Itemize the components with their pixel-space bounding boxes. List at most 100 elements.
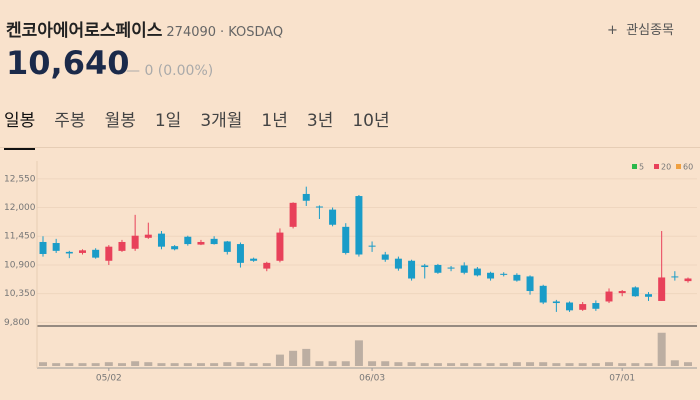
candle-body xyxy=(39,241,47,254)
tab[interactable]: 1일 xyxy=(154,111,182,131)
volume-bar xyxy=(65,363,74,366)
candle-body xyxy=(460,265,468,273)
tab[interactable]: 3년 xyxy=(306,111,334,131)
y-tick-label: 12,000 xyxy=(4,203,36,213)
y-tick-label: 10,900 xyxy=(4,260,36,270)
x-tick-label: 06/03 xyxy=(359,374,385,384)
volume-bar xyxy=(39,362,47,366)
x-tick-label: 05/02 xyxy=(96,374,122,384)
candle-body xyxy=(381,254,389,260)
price-change: — 0 (0.00%) xyxy=(126,63,214,79)
candle-body xyxy=(52,243,60,251)
volume-bar xyxy=(618,363,627,366)
volume-bar xyxy=(486,363,495,366)
legend-label: 5 xyxy=(639,163,644,172)
candle-body xyxy=(526,276,534,292)
volume-bar xyxy=(354,340,363,366)
candle-body xyxy=(421,265,429,268)
tab[interactable]: 3개월 xyxy=(200,111,243,131)
candle-body xyxy=(276,232,284,261)
candle-body xyxy=(605,291,613,302)
volume-bar xyxy=(552,363,561,366)
candle-body xyxy=(197,241,205,245)
volume-bar xyxy=(170,363,179,366)
volume-bar xyxy=(644,363,653,366)
volume-bar xyxy=(512,362,521,366)
watch-button[interactable]: + 관심종목 xyxy=(606,23,674,38)
y-tick-label: 11,450 xyxy=(4,232,36,242)
candle-body xyxy=(355,196,363,255)
volume-bar xyxy=(605,362,614,366)
tab[interactable]: 1년 xyxy=(261,111,288,131)
volume-bar xyxy=(315,361,324,366)
tab[interactable]: 일봉 xyxy=(4,106,36,150)
candle-body xyxy=(289,202,297,227)
volume-bar xyxy=(249,363,258,366)
volume-bar xyxy=(78,363,87,366)
tab[interactable]: 월봉 xyxy=(104,111,136,131)
tab[interactable]: 주봉 xyxy=(54,111,86,131)
candle-body xyxy=(92,249,100,258)
candle-body xyxy=(631,287,639,297)
volume-bar xyxy=(210,363,219,366)
candle-body xyxy=(65,251,73,254)
candle-body xyxy=(473,268,481,276)
candle-body xyxy=(684,278,692,282)
candle-body xyxy=(658,277,666,301)
candle-body xyxy=(552,301,560,304)
candle-body xyxy=(78,250,86,253)
volume-bar xyxy=(591,363,600,366)
candle-body xyxy=(487,272,495,279)
volume-bar xyxy=(631,363,640,366)
volume-bar xyxy=(144,362,153,366)
candle-body xyxy=(131,235,139,249)
candle-body xyxy=(118,241,126,251)
legend-swatch xyxy=(676,164,681,169)
candle-body xyxy=(144,234,152,238)
y-tick-label: 9,800 xyxy=(4,318,30,328)
header: 켄코아에어로스페이스 274090 · KOSDAQ xyxy=(6,16,283,41)
tabs: 일봉 주봉 월봉 1일 3개월 1년 3년 10년 xyxy=(4,106,390,150)
legend-swatch xyxy=(632,164,637,169)
volume-bar xyxy=(433,363,442,366)
legend-label: 20 xyxy=(661,163,671,172)
candle-body xyxy=(500,273,508,275)
market: KOSDAQ xyxy=(228,25,284,40)
change-text: 0 (0.00%) xyxy=(144,63,214,79)
volume-bar xyxy=(684,362,692,366)
volume-bar xyxy=(328,361,337,366)
candle-body xyxy=(447,267,455,269)
price: 10,640 xyxy=(6,44,130,82)
candle-body xyxy=(329,209,337,225)
watch-label: 관심종목 xyxy=(626,23,674,38)
y-tick-label: 10,350 xyxy=(4,289,36,299)
stock-code: 274090 xyxy=(166,25,217,40)
volume-bar xyxy=(196,363,205,366)
candle-body xyxy=(592,303,600,309)
candle-body xyxy=(645,294,653,297)
volume-bar xyxy=(526,362,535,366)
candle-body xyxy=(671,276,679,278)
volume-bar xyxy=(420,363,429,366)
volume-bar xyxy=(394,362,403,366)
volume-bar xyxy=(131,361,140,366)
candle-body xyxy=(539,285,547,303)
separator xyxy=(0,147,700,148)
volume-bar xyxy=(104,362,113,366)
volume-bar xyxy=(223,362,232,366)
x-tick-label: 07/01 xyxy=(609,374,635,384)
volume-bar xyxy=(499,363,508,366)
candle-body xyxy=(223,241,231,252)
candle-body xyxy=(263,262,271,269)
volume-bar xyxy=(473,363,482,366)
candle-body xyxy=(171,246,179,250)
y-tick-label: 12,550 xyxy=(4,174,36,184)
dot: · xyxy=(220,25,225,40)
volume-bar xyxy=(657,332,666,366)
candle-body xyxy=(513,274,521,281)
volume-bar xyxy=(289,350,298,366)
volume-bar xyxy=(52,363,61,366)
candle-body xyxy=(315,206,323,208)
tab[interactable]: 10년 xyxy=(352,111,390,131)
